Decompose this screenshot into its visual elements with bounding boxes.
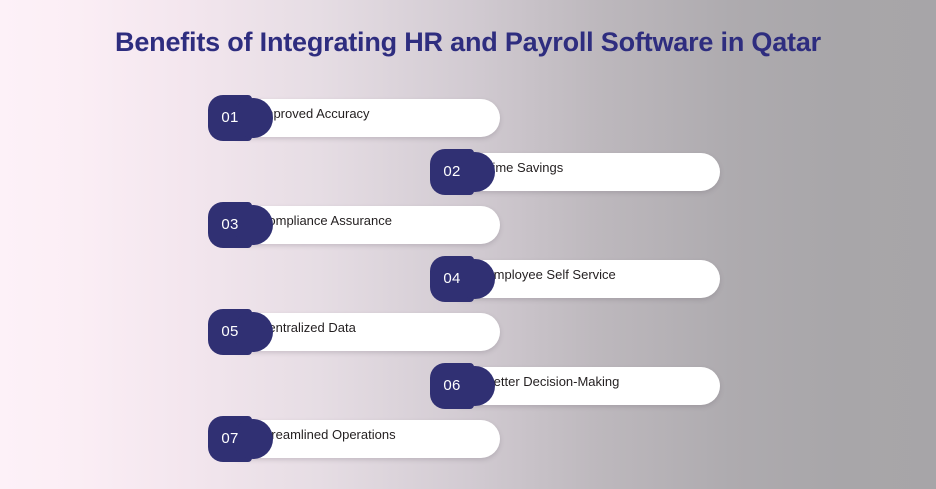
benefit-number: 04 [443, 269, 461, 287]
benefit-pill [459, 152, 720, 191]
benefit-number-badge [208, 95, 273, 141]
benefit-number-badge [430, 255, 495, 302]
benefit-number: 03 [221, 216, 239, 233]
benefit-label: Better Decision-Making [485, 373, 620, 389]
benefit-pill [237, 313, 500, 351]
benefit-label: Improved Accuracy [259, 106, 370, 121]
benefit-number: 02 [443, 162, 461, 180]
page-title: Benefits of Integrating HR and Payroll S… [115, 27, 821, 57]
benefit-number-badge [430, 362, 495, 409]
benefit-label: Time Savings [485, 159, 564, 175]
benefit-number: 05 [221, 323, 239, 340]
benefit-label: Centralized Data [259, 320, 356, 335]
badge-bump-shape [233, 312, 273, 352]
benefit-number: 07 [221, 430, 239, 447]
badge-bump-shape [233, 98, 273, 138]
benefit-pill [237, 206, 500, 244]
benefit-pill [459, 366, 720, 405]
benefit-number: 01 [221, 109, 239, 126]
benefit-number: 06 [443, 376, 461, 394]
benefit-number-badge [208, 309, 273, 355]
benefit-number-badge [208, 202, 273, 248]
benefit-pill [459, 259, 720, 298]
benefit-number-badge [430, 148, 495, 195]
badge-bump-shape [455, 365, 495, 406]
badge-bump-shape [455, 258, 495, 299]
badge-bump-shape [233, 205, 273, 245]
benefit-number-badge [208, 416, 273, 462]
benefit-pill [237, 99, 500, 137]
benefit-label: Streamlined Operations [259, 427, 396, 442]
badge-bump-shape [455, 151, 495, 192]
benefit-label: Compliance Assurance [259, 213, 392, 228]
badge-bump-shape [233, 419, 273, 459]
benefit-label: Employee Self Service [485, 266, 616, 282]
benefit-pill [237, 420, 500, 458]
